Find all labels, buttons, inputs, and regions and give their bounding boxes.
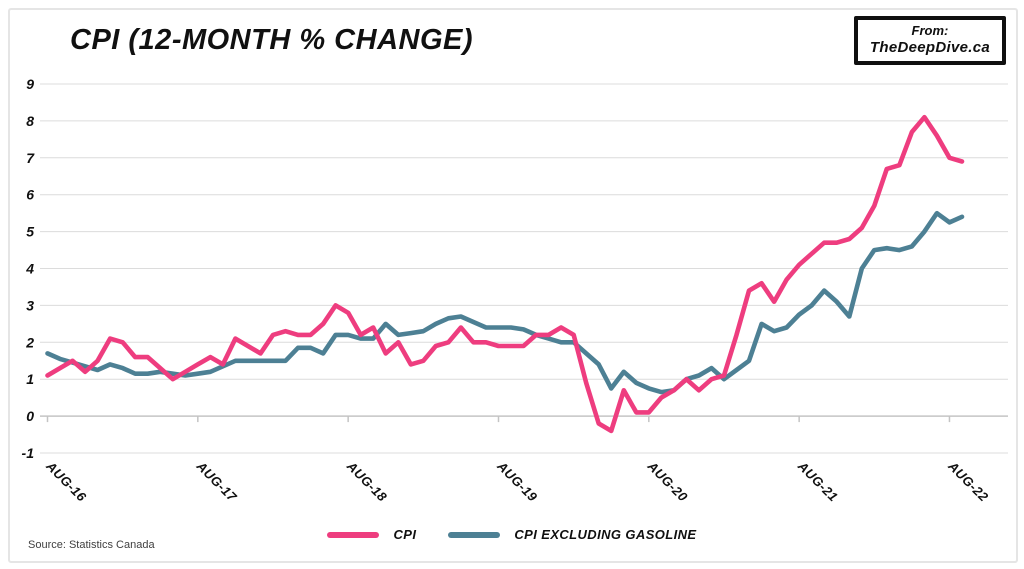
y-axis-tick-label: 7 [26, 150, 35, 166]
x-axis-tick-label: AUG-21 [794, 458, 841, 505]
y-axis-tick-label: 2 [25, 334, 34, 350]
badge-site-label: TheDeepDive.ca [869, 39, 990, 57]
y-axis-tick-label: -1 [22, 445, 35, 461]
cpi-legend-swatch [327, 531, 380, 538]
source-note: Source: Statistics Canada [28, 539, 155, 551]
x-axis-tick-label: AUG-17 [193, 458, 240, 505]
y-axis-tick-label: 3 [26, 297, 34, 313]
cpi-ex-gasoline-legend-swatch [448, 531, 501, 538]
x-axis-tick-label: AUG-22 [945, 458, 992, 505]
chart-title: CPI (12-MONTH % CHANGE) [70, 24, 474, 56]
cpi-line [45, 114, 965, 434]
cpi-ex-gasoline-line [45, 210, 965, 395]
y-axis-tick-label: 9 [26, 76, 34, 92]
x-axis-tick-label: AUG-20 [644, 458, 691, 505]
y-axis-tick-label: 4 [25, 261, 34, 277]
y-axis-tick-label: 8 [26, 113, 34, 129]
attribution-badge: From: TheDeepDive.ca [853, 16, 1006, 65]
badge-from-label: From: [911, 23, 949, 38]
y-axis-tick-label: 1 [26, 371, 34, 387]
x-axis-tick-label: AUG-16 [43, 458, 90, 505]
cpi-ex-gasoline-legend-label: CPI EXCLUDING GASOLINE [514, 527, 697, 542]
chart-card [8, 8, 1018, 563]
y-axis-tick-label: 5 [26, 224, 34, 240]
y-axis-tick-label: 0 [26, 408, 34, 424]
cpi-legend-label: CPI [393, 527, 417, 542]
chart-legend: CPI CPI EXCLUDING GASOLINE [0, 527, 1024, 542]
x-axis-tick-label: AUG-19 [494, 458, 541, 505]
y-axis-tick-label: 6 [26, 187, 34, 203]
x-axis-tick-label: AUG-18 [343, 458, 390, 505]
